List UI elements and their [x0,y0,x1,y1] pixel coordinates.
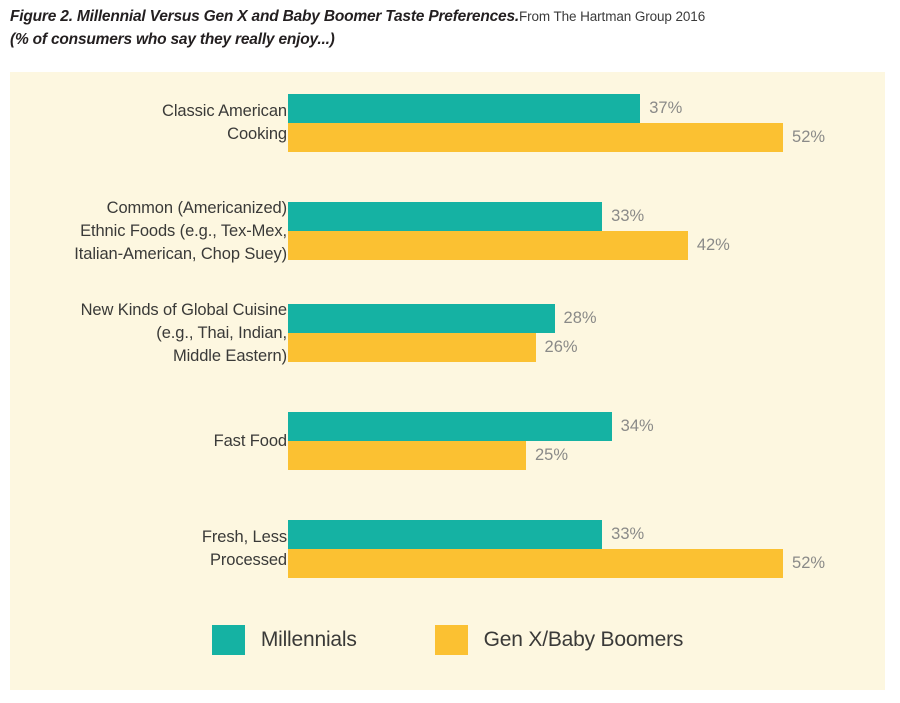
bar-row: 52% [288,123,885,152]
bar-gen-x-baby-boomers[interactable] [288,333,536,362]
bar-millennials[interactable] [288,202,603,231]
bar-millennials[interactable] [288,94,641,123]
bar-gen-x-baby-boomers[interactable] [288,549,784,578]
bar-pair: 33% 52% [288,520,885,578]
chart-card: Classic American Cooking 37% 52% Common (Am… [10,72,885,690]
bar-group: Fresh, Less Processed 33% 52% [10,520,885,578]
bar-group: Classic American Cooking 37% 52% [10,94,885,152]
bar-pair: 28% 26% [288,304,885,362]
bar-value-label: 26% [544,338,578,356]
bar-millennials[interactable] [288,412,612,441]
chart-legend: Millennials Gen X/Baby Boomers [10,620,885,660]
figure-title: Figure 2. Millennial Versus Gen X and Ba… [10,8,519,25]
figure-subtitle: (% of consumers who say they really enjo… [10,31,335,48]
bar-value-label: 33% [611,525,645,543]
figure-source: From The Hartman Group 2016 [518,9,706,24]
bar-row: 37% [288,94,885,123]
bar-pair: 33% 42% [288,202,885,260]
bar-value-label: 33% [611,207,645,225]
bar-value-label: 52% [792,554,826,572]
bar-pair: 37% 52% [288,94,885,152]
category-label: Common (Americanized) Ethnic Foods (e.g.… [74,198,287,263]
legend-item[interactable]: Gen X/Baby Boomers [434,625,684,655]
bar-gen-x-baby-boomers[interactable] [288,123,784,152]
bar-gen-x-baby-boomers[interactable] [288,231,688,260]
category-label: New Kinds of Global Cuisine (e.g., Thai,… [80,300,288,365]
bar-value-label: 52% [792,128,826,146]
figure-title-line: Figure 2. Millennial Versus Gen X and Ba… [10,6,890,27]
bar-group: Common (Americanized) Ethnic Foods (e.g.… [10,199,885,263]
legend-swatch-icon [211,625,245,655]
bar-value-label: 42% [696,236,730,254]
category-label: Fresh, Less Processed [201,528,287,569]
legend-label: Gen X/Baby Boomers [483,628,684,651]
bar-gen-x-baby-boomers[interactable] [288,441,526,470]
bar-millennials[interactable] [288,520,603,549]
bar-group: Fast Food 34% 25% [10,412,885,470]
legend-label: Millennials [260,628,357,651]
bar-value-label: 34% [620,417,654,435]
figure-header: Figure 2. Millennial Versus Gen X and Ba… [10,6,890,50]
bar-row: 26% [288,333,885,362]
bar-row: 52% [288,549,885,578]
bar-row: 28% [288,304,885,333]
bar-chart-plot-area: Classic American Cooking 37% 52% Common (Am… [10,72,885,602]
category-label: Fast Food [213,431,287,450]
bar-pair: 34% 25% [288,412,885,470]
bar-row: 42% [288,231,885,260]
legend-item[interactable]: Millennials [211,625,357,655]
legend-swatch-icon [434,625,468,655]
bar-group: New Kinds of Global Cuisine (e.g., Thai,… [10,301,885,365]
bar-millennials[interactable] [288,304,555,333]
bar-row: 34% [288,412,885,441]
bar-value-label: 25% [535,446,569,464]
bar-row: 33% [288,202,885,231]
bar-value-label: 28% [563,309,597,327]
bar-row: 33% [288,520,885,549]
bar-value-label: 37% [649,99,683,117]
category-label: Classic American Cooking [162,102,287,143]
bar-row: 25% [288,441,885,470]
